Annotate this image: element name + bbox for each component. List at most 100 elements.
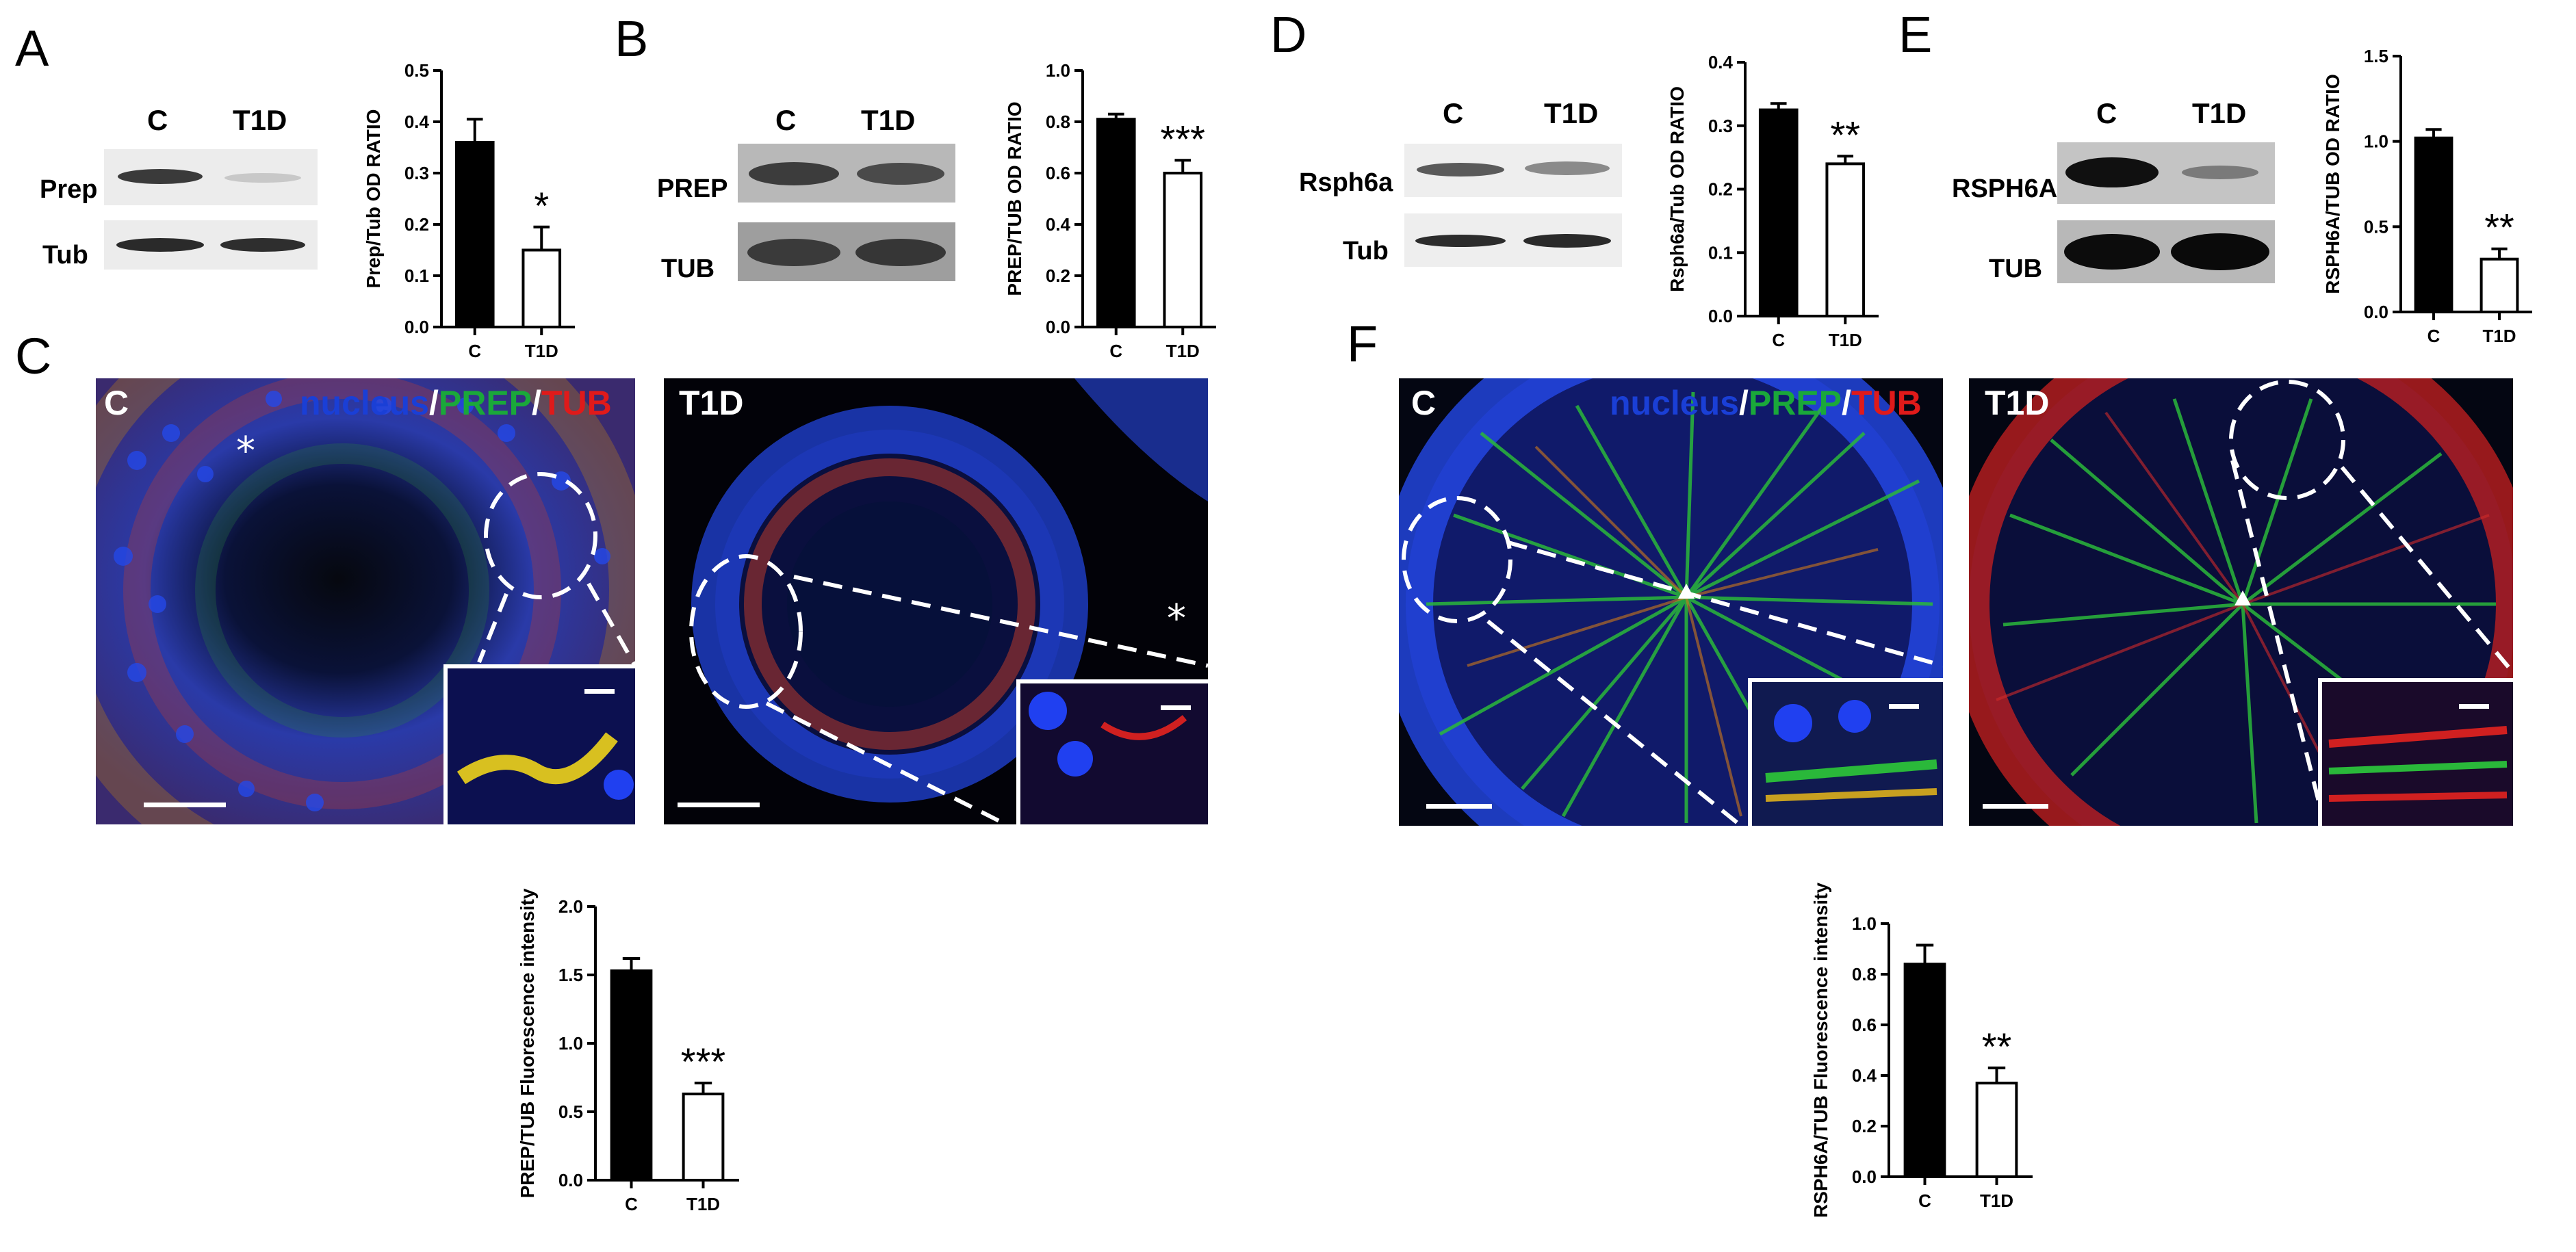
micro-f-control-inset	[1748, 678, 1943, 826]
blot-b-head-t1d: T1D	[861, 104, 916, 136]
legend-prep: PREP	[438, 384, 532, 422]
y-tick-label: 0.2	[1852, 1116, 1877, 1136]
blot-e-row1-label: RSPH6A	[1952, 174, 2058, 203]
x-tick-label: C	[1918, 1190, 1931, 1211]
significance-label: **	[2484, 206, 2514, 249]
y-tick-label: 1.0	[558, 1033, 583, 1054]
x-tick-label: C	[1109, 341, 1122, 361]
blot-d-row1-label: Rsph6a	[1299, 168, 1393, 197]
legend-sep-1: /	[428, 384, 439, 422]
y-tick-label: 0.4	[1046, 214, 1071, 235]
y-axis-label: PREP/TUB Fluorescence intensity	[517, 888, 538, 1198]
micro-f-legend: nucleus/PREP/TUB	[1610, 383, 1922, 423]
y-tick-label: 1.5	[558, 965, 583, 985]
bar-t1d	[1975, 1082, 2018, 1178]
legend-prep: PREP	[1748, 384, 1842, 422]
legend-tub: TUB	[541, 384, 612, 422]
blot-d-head-t1d: T1D	[1544, 97, 1599, 129]
bar-t1d	[521, 248, 562, 328]
legend-nucleus: nucleus	[300, 384, 429, 422]
chart-f: 0.0 0.2 0.4 0.6 0.8 1.0 RSPH6A/TUB Fluorescenc…	[1810, 883, 2033, 1218]
y-tick-label: 0.6	[1852, 1015, 1877, 1035]
blot-a-row2-strip	[104, 220, 318, 270]
x-tick-label: C	[1772, 330, 1785, 350]
blot-a-head-t1d: T1D	[233, 104, 287, 136]
panel-a-letter: A	[15, 20, 49, 77]
y-tick-label: 0.0	[1708, 306, 1733, 326]
y-tick-label: 1.0	[1852, 913, 1877, 934]
bar-t1d	[1163, 172, 1203, 328]
micro-c-legend: nucleus/PREP/TUB	[300, 383, 612, 423]
y-tick-label: 0.4	[1852, 1065, 1877, 1086]
blot-b-row2-label: TUB	[661, 255, 715, 283]
micro-c-t1d-inset	[1016, 679, 1208, 824]
micro-c-t1d: *	[664, 378, 1208, 824]
y-tick-label: 0.4	[404, 112, 430, 132]
y-tick-label: 0.0	[1046, 317, 1070, 337]
blot-e-row1-strip	[2057, 142, 2275, 204]
legend-nucleus: nucleus	[1610, 384, 1739, 422]
y-tick-label: 0.6	[1046, 163, 1070, 183]
panel-e-letter: E	[1898, 6, 1933, 63]
bar-t1d	[2480, 257, 2519, 313]
micro-f-control-label: C	[1411, 384, 1437, 422]
y-tick-label: 0.5	[404, 60, 429, 81]
legend-sep-2: /	[532, 384, 541, 422]
blot-d-head-c: C	[1443, 97, 1464, 129]
y-tick-label: 0.2	[1708, 179, 1733, 200]
y-tick-label: 1.0	[2364, 131, 2388, 152]
x-tick-label: T1D	[2482, 326, 2516, 346]
blot-e-row2-strip	[2057, 220, 2275, 283]
panel-b-letter: B	[615, 10, 649, 67]
micro-f-control	[1399, 378, 1943, 826]
micro-c-control: *	[96, 378, 635, 824]
y-tick-label: 0.5	[558, 1101, 583, 1122]
x-tick-label: T1D	[1829, 330, 1862, 350]
y-tick-label: 0.0	[558, 1170, 583, 1190]
y-tick-label: 0.0	[1852, 1166, 1877, 1187]
blot-a-row1-label: Prep	[40, 175, 98, 204]
micro-f-t1d	[1969, 378, 2513, 826]
panel-d-letter: D	[1270, 6, 1307, 63]
y-tick-label: 0.3	[404, 163, 429, 183]
chart-c: 0.0 0.5 1.0 1.5 2.0 PREP/TUB Fluorescence int…	[517, 888, 739, 1214]
blot-e-head-t1d: T1D	[2192, 97, 2247, 129]
y-tick-label: 0.2	[1046, 265, 1070, 286]
bar-c	[1758, 108, 1799, 317]
chart-a: 0.0 0.1 0.2 0.3 0.4 0.5 Prep/Tub OD RATIO C T1D *	[363, 60, 575, 361]
y-axis-label: RSPH6A/TUB Fluorescence intensity	[1810, 883, 1831, 1218]
legend-tub: TUB	[1851, 384, 1922, 422]
bar-c	[610, 969, 653, 1182]
significance-label: *	[534, 184, 549, 227]
y-tick-label: 1.0	[1046, 60, 1070, 81]
x-tick-label: T1D	[525, 341, 558, 361]
blot-a-row2-label: Tub	[42, 241, 88, 270]
y-tick-label: 0.1	[1708, 242, 1733, 263]
svg-text:*: *	[236, 429, 255, 473]
bar-t1d	[682, 1093, 725, 1182]
y-tick-label: 1.5	[2364, 46, 2388, 66]
bar-c	[1096, 118, 1136, 328]
blot-e-head-c: C	[2096, 97, 2117, 129]
x-tick-label: C	[468, 341, 481, 361]
y-tick-label: 0.4	[1708, 52, 1734, 73]
bar-c	[454, 141, 495, 328]
svg-text:*: *	[1167, 597, 1186, 641]
panel-c-letter: C	[15, 328, 52, 384]
significance-label: ***	[1161, 117, 1205, 160]
x-tick-label: C	[625, 1194, 638, 1214]
y-tick-label: 0.8	[1852, 964, 1877, 984]
y-tick-label: 0.5	[2364, 216, 2388, 237]
blot-a-head-c: C	[147, 104, 168, 136]
y-axis-label: Rsph6a/Tub OD RATIO	[1666, 86, 1688, 292]
chart-b: 0.0 0.2 0.4 0.6 0.8 1.0 PREP/TUB OD RATIO C T1D *…	[1004, 60, 1216, 361]
micro-f-t1d-inset	[2318, 678, 2513, 826]
micro-f-control-image	[1399, 378, 1943, 826]
bar-c	[2414, 136, 2453, 313]
chart-e: 0.0 0.5 1.0 1.5 RSPH6A/TUB OD RATIO C T1D **	[2322, 46, 2532, 346]
significance-label: **	[1982, 1025, 2012, 1068]
y-tick-label: 0.3	[1708, 116, 1733, 136]
blot-a-row1-strip	[104, 149, 318, 205]
blot-b-row1-label: PREP	[657, 174, 728, 203]
significance-label: **	[1830, 113, 1860, 156]
